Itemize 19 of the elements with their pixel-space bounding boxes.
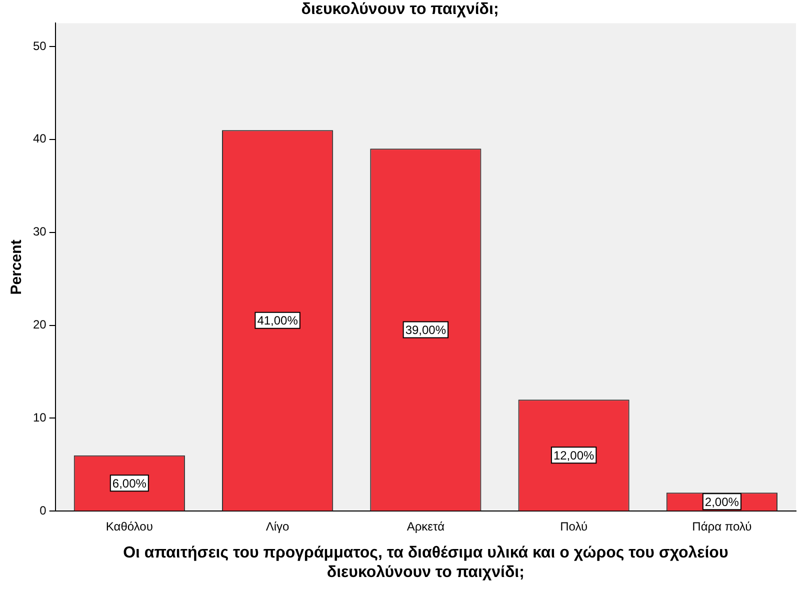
data-label: 2,00% — [704, 494, 740, 509]
chart-title: διευκολύνουν το παιχνίδι; — [301, 1, 499, 18]
x-tick-label: Καθόλου — [106, 520, 153, 534]
x-tick-label: Πολύ — [560, 520, 588, 534]
y-tick-label: 10 — [32, 410, 47, 425]
y-tick-label: 20 — [32, 318, 47, 332]
x-tick-label: Πάρα πολύ — [692, 520, 752, 534]
y-tick-label: 40 — [32, 132, 47, 146]
x-tick-label: Λίγο — [266, 520, 290, 534]
data-label: 41,00% — [257, 314, 298, 328]
data-label: 6,00% — [112, 476, 147, 490]
y-tick-label: 30 — [32, 224, 47, 239]
y-tick-label: 50 — [32, 38, 47, 53]
x-tick-label: Αρκετά — [406, 520, 445, 534]
y-tick-label: 0 — [40, 504, 47, 518]
data-label: 12,00% — [553, 448, 594, 462]
y-axis-title: Percent — [8, 240, 26, 295]
data-label: 39,00% — [405, 323, 446, 338]
x-axis-title: Οι απαιτήσεις του προγράμματος, τα διαθέσιμα υλικά και ο χώρος του σχολείου διευκολύνουν το παιχνίδι; — [123, 544, 728, 581]
